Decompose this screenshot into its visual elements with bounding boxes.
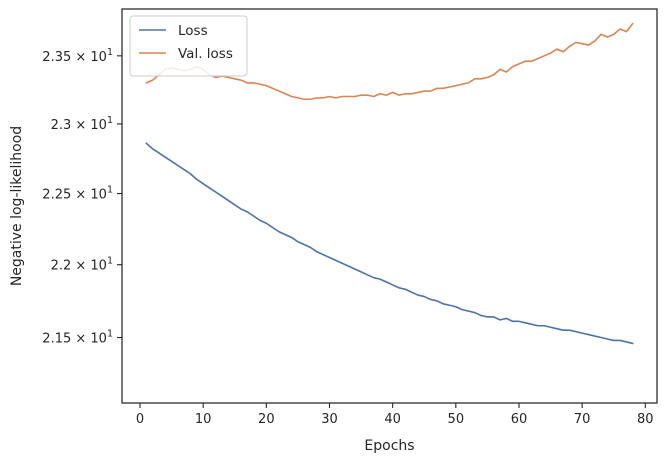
y-tick-multiplier: × 10 bbox=[75, 188, 107, 203]
x-tick-label: 30 bbox=[321, 412, 338, 427]
x-axis-label: Epochs bbox=[364, 438, 414, 454]
series-line-2 bbox=[145, 22, 634, 101]
legend-label-2: Val. loss bbox=[178, 46, 233, 62]
y-tick-mantissa: 2.25 bbox=[42, 188, 75, 203]
y-tick-label: 2.15 × 101 bbox=[42, 329, 113, 347]
x-tick-label: 0 bbox=[136, 412, 144, 427]
series-line-1 bbox=[145, 142, 634, 345]
y-tick-multiplier: × 10 bbox=[75, 50, 107, 65]
x-tick-label: 40 bbox=[384, 412, 401, 427]
y-tick-exponent: 1 bbox=[107, 256, 113, 267]
y-tick-exponent: 1 bbox=[107, 47, 113, 58]
x-axis-ticks: 0 10 20 30 40 50 60 70 80 bbox=[136, 403, 654, 427]
x-tick-label: 70 bbox=[574, 412, 591, 427]
y-tick-label: 2.2 × 101 bbox=[51, 256, 113, 274]
legend-box bbox=[129, 15, 248, 77]
y-tick-exponent: 1 bbox=[107, 115, 113, 126]
legend: Loss Val. loss bbox=[129, 15, 248, 77]
y-tick-label: 2.3 × 101 bbox=[51, 115, 113, 133]
y-tick-mantissa: 2.2 bbox=[51, 259, 76, 274]
plot-frame bbox=[121, 8, 658, 404]
y-tick-multiplier: × 10 bbox=[75, 332, 107, 347]
x-tick-label: 80 bbox=[637, 412, 654, 427]
x-tick-label: 50 bbox=[448, 412, 465, 427]
y-tick-mantissa: 2.3 bbox=[51, 118, 76, 133]
series-layer bbox=[145, 22, 634, 345]
y-tick-label: 2.25 × 101 bbox=[42, 185, 113, 203]
y-axis-label: Negative log-likelihood bbox=[9, 126, 25, 286]
legend-label-1: Loss bbox=[178, 23, 208, 39]
y-tick-mantissa: 2.35 bbox=[42, 50, 75, 65]
y-tick-multiplier: × 10 bbox=[75, 118, 107, 133]
y-tick-exponent: 1 bbox=[107, 329, 113, 340]
y-tick-mantissa: 2.15 bbox=[42, 332, 75, 347]
y-tick-exponent: 1 bbox=[107, 185, 113, 196]
y-tick-label: 2.35 × 101 bbox=[42, 47, 113, 65]
y-tick-multiplier: × 10 bbox=[75, 259, 107, 274]
x-tick-label: 60 bbox=[511, 412, 528, 427]
x-tick-label: 10 bbox=[195, 412, 212, 427]
x-tick-label: 20 bbox=[258, 412, 275, 427]
